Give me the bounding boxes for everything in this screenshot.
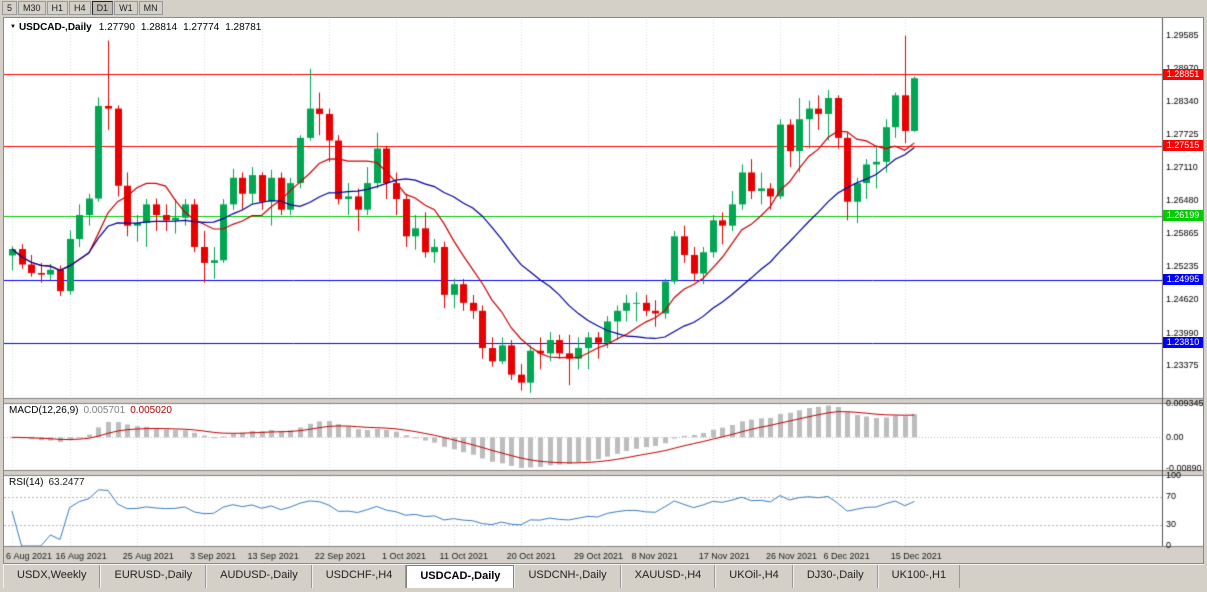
tab-usdcad-daily[interactable]: USDCAD-,Daily: [406, 565, 515, 588]
tab-usdcnh-daily[interactable]: USDCNH-,Daily: [514, 565, 621, 588]
chart-expand-icon[interactable]: ▼: [10, 24, 16, 30]
hline-price-tag-5: 1.23810: [1163, 337, 1203, 348]
tab-usdx-weekly[interactable]: USDX,Weekly: [3, 565, 101, 588]
hline-price-tag-1: 1.28851: [1163, 69, 1203, 80]
timeframe-toolbar: 5 M30 H1 H4 D1 W1 MN: [2, 1, 163, 16]
macd-name: MACD(12,26,9): [9, 405, 79, 416]
ohlc-close: 1.28781: [225, 22, 262, 33]
chart-tab-bar: USDX,Weekly EURUSD-,Daily AUDUSD-,Daily …: [3, 564, 1204, 588]
tab-uk100-h1[interactable]: UK100-,H1: [877, 565, 961, 588]
hline-price-tag-2: 1.27515: [1163, 140, 1203, 151]
ohlc-low: 1.27774: [183, 22, 220, 33]
ohlc-high: 1.28814: [140, 22, 178, 33]
tab-ukoil-h4[interactable]: UKOil-,H4: [715, 565, 793, 588]
tab-audusd-daily[interactable]: AUDUSD-,Daily: [206, 565, 312, 588]
timeframe-button-h4[interactable]: H4: [69, 1, 91, 15]
tab-dj30-daily[interactable]: DJ30-,Daily: [792, 565, 878, 588]
timeframe-button-mn[interactable]: MN: [138, 1, 163, 15]
chart-symbol-label: USDCAD-,Daily: [18, 22, 92, 33]
hline-price-tag-3: 1.26199: [1163, 210, 1203, 221]
chart-window: ▼ USDCAD-,Daily 1.27790 1.28814 1.27774 1.287…: [3, 17, 1204, 564]
timeframe-button-m30[interactable]: M30: [18, 1, 46, 15]
tab-usdchf-h4[interactable]: USDCHF-,H4: [311, 565, 407, 588]
timeframe-button-w1[interactable]: W1: [114, 1, 138, 15]
timeframe-button-d1[interactable]: D1: [91, 1, 114, 15]
timeframe-button-h1[interactable]: H1: [46, 1, 69, 15]
ohlc-open: 1.27790: [98, 22, 135, 33]
macd-signal-value: 0.005020: [130, 405, 172, 416]
tab-eurusd-daily[interactable]: EURUSD-,Daily: [100, 565, 207, 588]
macd-indicator-label: MACD(12,26,9) 0.005701 0.005020: [9, 405, 172, 416]
macd-main-value: 0.005701: [83, 405, 126, 416]
chart-title: ▼ USDCAD-,Daily 1.27790 1.28814 1.27774 1.287…: [10, 22, 267, 33]
rsi-name: RSI(14): [9, 477, 44, 488]
tab-xauusd-h4[interactable]: XAUUSD-,H4: [620, 565, 716, 588]
timeframe-button-m5[interactable]: 5: [2, 1, 18, 15]
rsi-indicator-label: RSI(14) 63.2477: [9, 477, 85, 488]
price-chart-canvas[interactable]: [4, 18, 1203, 563]
rsi-value: 63.2477: [48, 477, 85, 488]
hline-price-tag-4: 1.24995: [1163, 274, 1203, 285]
